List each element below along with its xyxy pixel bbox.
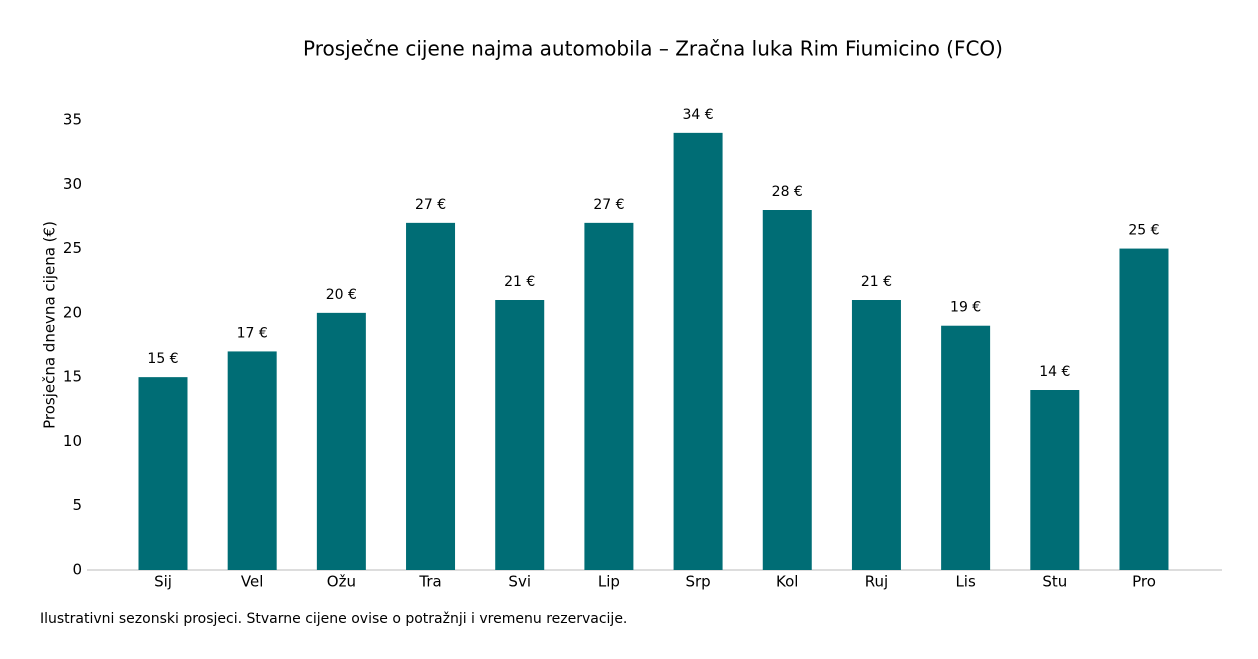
bar (495, 300, 545, 570)
x-tick-label: Stu (1042, 573, 1067, 591)
bar (1119, 248, 1169, 571)
y-axis-label: Prosječna dnevna cijena (€) (41, 221, 59, 429)
x-tick-label: Svi (508, 573, 531, 591)
bar (406, 222, 456, 570)
value-label: 17 € (237, 325, 268, 341)
x-tick-label: Vel (241, 573, 264, 591)
x-tick-label: Srp (685, 573, 710, 591)
x-tick-label: Kol (776, 573, 798, 591)
y-tick-label: 0 (72, 561, 82, 579)
value-label: 21 € (861, 274, 892, 290)
value-label: 34 € (682, 107, 713, 123)
value-label: 15 € (147, 351, 178, 367)
bar (584, 222, 634, 570)
bar (762, 210, 812, 570)
value-label: 14 € (1039, 364, 1070, 380)
y-tick-label: 5 (72, 496, 82, 514)
bar (941, 325, 991, 570)
x-tick-label: Lip (598, 573, 620, 591)
bar (138, 377, 188, 570)
y-tick-label: 10 (63, 432, 82, 450)
bar (673, 132, 723, 570)
bar (227, 351, 277, 570)
x-tick-label: Ožu (327, 573, 356, 591)
bar (316, 312, 366, 570)
value-label: 20 € (326, 287, 357, 303)
value-label: 28 € (772, 184, 803, 200)
y-tick-label: 35 (63, 111, 82, 129)
y-tick-label: 20 (63, 303, 82, 321)
value-label: 25 € (1128, 223, 1159, 239)
x-tick-label: Sij (154, 573, 172, 591)
footnote: Ilustrativni sezonski prosjeci. Stvarne … (40, 611, 627, 627)
bar (851, 300, 901, 570)
value-label: 19 € (950, 300, 981, 316)
y-tick-label: 25 (63, 239, 82, 257)
y-tick-label: 15 (63, 368, 82, 386)
x-tick-label: Pro (1132, 573, 1156, 591)
chart-title: Prosječne cijene najma automobila – Zrač… (303, 37, 1003, 61)
x-tick-label: Ruj (865, 573, 888, 591)
value-label: 21 € (504, 274, 535, 290)
y-tick-label: 30 (63, 175, 82, 193)
bar (1030, 390, 1080, 570)
value-label: 27 € (593, 197, 624, 213)
value-label: 27 € (415, 197, 446, 213)
x-tick-label: Tra (418, 573, 441, 591)
x-tick-label: Lis (955, 573, 976, 591)
